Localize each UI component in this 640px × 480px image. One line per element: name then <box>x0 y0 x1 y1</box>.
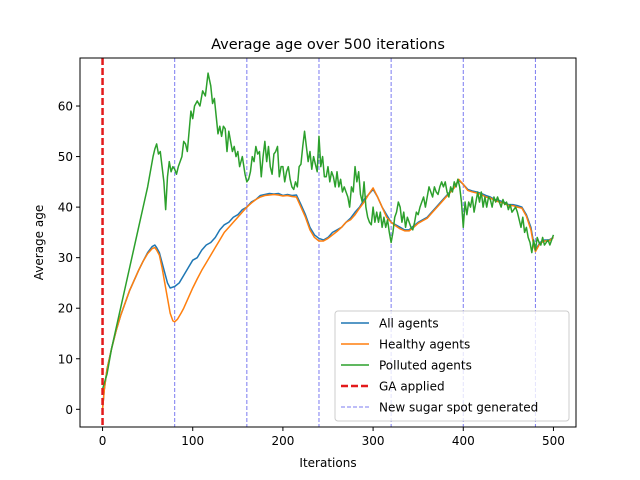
y-tick-label: 20 <box>58 302 73 316</box>
legend-label-sugar-spot: New sugar spot generated <box>379 401 538 415</box>
legend-box <box>334 310 570 422</box>
x-tick-label: 100 <box>181 434 204 448</box>
series-line-all-agents <box>101 179 554 410</box>
legend-label-polluted-agents: Polluted agents <box>379 359 472 373</box>
y-tick-label: 10 <box>58 352 73 366</box>
series-lines <box>101 72 555 410</box>
y-tick-label: 30 <box>58 251 73 265</box>
legend-label-healthy-agents: Healthy agents <box>379 338 470 352</box>
x-tick-label: 200 <box>271 434 294 448</box>
x-axis-label: Iterations <box>299 456 356 470</box>
y-tick-label: 50 <box>58 150 73 164</box>
x-tick-label: 300 <box>362 434 385 448</box>
x-axis-ticks: 0 100 200 300 400 500 <box>99 427 565 448</box>
legend: All agents Healthy agents Polluted agent… <box>334 310 570 422</box>
x-tick-label: 0 <box>99 434 107 448</box>
y-tick-label: 0 <box>65 403 73 417</box>
x-tick-label: 400 <box>452 434 475 448</box>
legend-label-all-agents: All agents <box>379 317 439 331</box>
x-tick-label: 500 <box>542 434 565 448</box>
legend-label-ga-applied: GA applied <box>379 380 445 394</box>
y-axis-ticks: 0 10 20 30 40 50 60 <box>58 100 80 417</box>
y-tick-label: 40 <box>58 201 73 215</box>
y-axis-label: Average age <box>32 205 46 280</box>
series-line-polluted-agents <box>101 72 555 390</box>
y-tick-label: 60 <box>58 100 73 114</box>
plot-frame <box>79 57 577 428</box>
chart-title: Average age over 500 iterations <box>211 37 445 53</box>
